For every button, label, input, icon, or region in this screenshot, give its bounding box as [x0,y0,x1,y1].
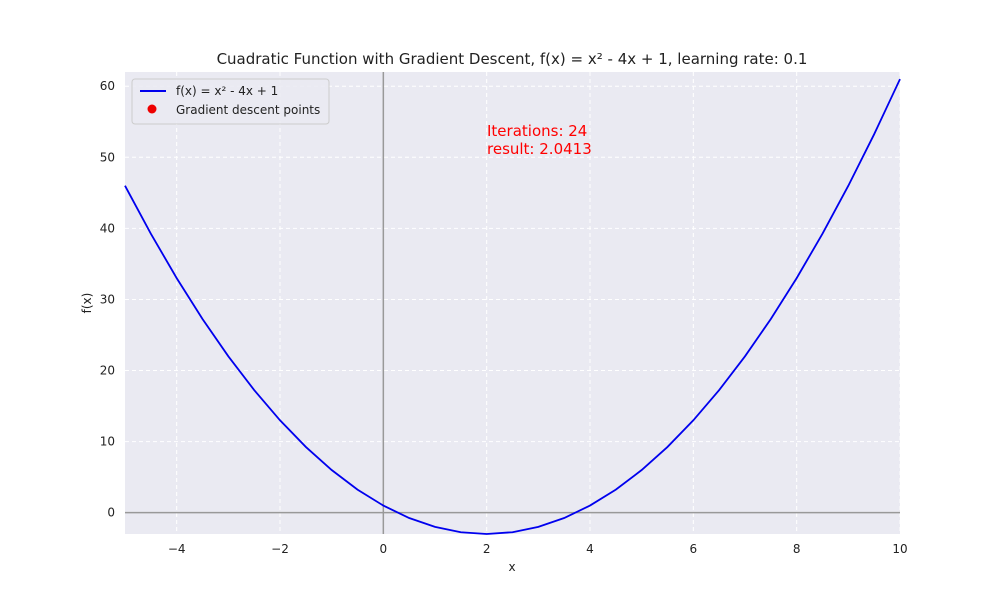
x-tick-label: −2 [271,542,289,556]
legend-label-function: f(x) = x² - 4x + 1 [176,84,278,98]
chart-title: Cuadratic Function with Gradient Descent… [217,50,808,68]
plot-background [125,72,900,534]
annotation: Iterations: 24 result: 2.0413 [487,122,592,158]
series-layer [124,78,901,535]
legend-frame [131,78,330,125]
legend: f(x) = x² - 4x + 1 Gradient descent poin… [131,78,330,125]
x-tick-label: 10 [892,542,907,556]
annotation-iterations: Iterations: 24 [487,122,587,140]
y-axis-label: f(x) [80,293,94,314]
tick-labels: −4 −2 0 2 4 6 8 10 0 10 20 30 40 50 60 [100,79,908,556]
y-tick-label: 20 [100,364,115,378]
legend-marker-swatch [147,104,157,114]
y-tick-label: 0 [107,506,115,520]
x-tick-label: 2 [483,542,491,556]
function-curve-line [124,78,901,535]
y-tick-label: 60 [100,79,115,93]
x-tick-label: 8 [793,542,801,556]
reference-lines [125,72,900,534]
x-tick-label: 0 [380,542,388,556]
y-tick-label: 50 [100,150,115,164]
x-tick-label: 4 [586,542,594,556]
x-tick-label: 6 [690,542,698,556]
x-axis-label: x [508,560,515,574]
y-tick-label: 30 [100,292,115,306]
annotation-result: result: 2.0413 [487,140,592,158]
y-tick-label: 40 [100,221,115,235]
y-tick-label: 10 [100,435,115,449]
legend-label-points: Gradient descent points [176,103,320,117]
x-tick-label: −4 [168,542,186,556]
